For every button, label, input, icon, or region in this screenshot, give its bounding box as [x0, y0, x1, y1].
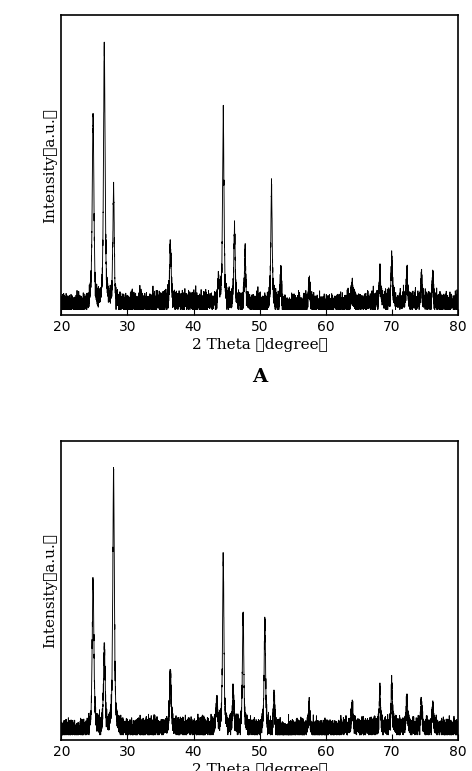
X-axis label: 2 Theta （degree）: 2 Theta （degree） [192, 338, 328, 352]
Y-axis label: Intensity（a.u.）: Intensity（a.u.） [43, 108, 57, 223]
X-axis label: 2 Theta （degree）: 2 Theta （degree） [192, 763, 328, 771]
Y-axis label: Intensity（a.u.）: Intensity（a.u.） [43, 533, 57, 648]
Text: A: A [252, 368, 267, 386]
